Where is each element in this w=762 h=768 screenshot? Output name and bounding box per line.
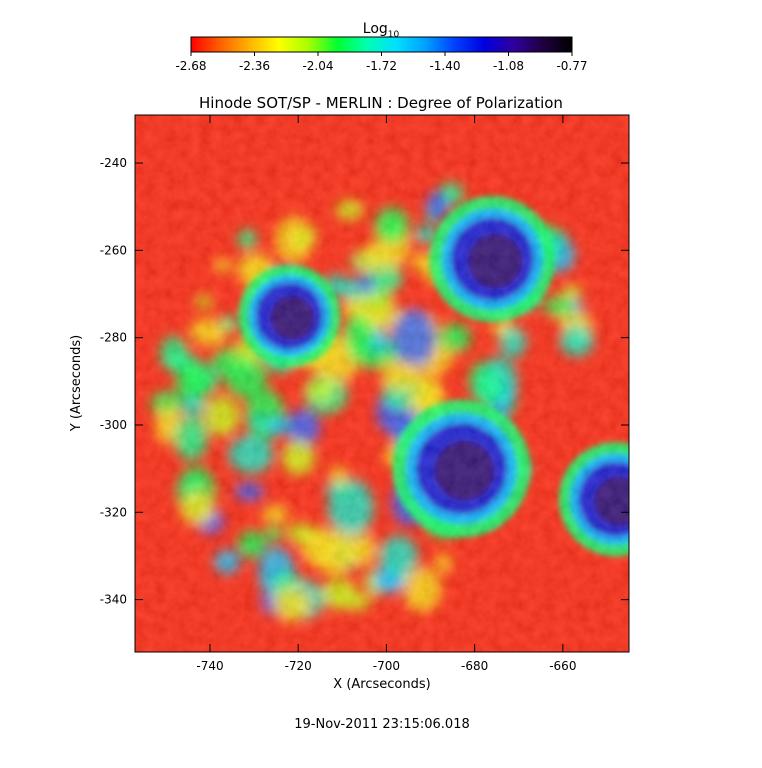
x-axis-label: X (Arcseconds): [333, 677, 430, 692]
colorbar-fill: [190, 36, 573, 53]
chart-title: Hinode SOT/SP - MERLIN : Degree of Polar…: [199, 94, 563, 112]
x-tick-label: -740: [196, 659, 223, 673]
x-tick-label: -660: [549, 659, 576, 673]
y-tick-label: -240: [100, 156, 127, 170]
x-tick-label: -700: [373, 659, 400, 673]
y-tick-label: -320: [100, 505, 127, 519]
y-axis: -240 -260 -280 -300 -320 -340: [100, 156, 629, 607]
timestamp: 19-Nov-2011 23:15:06.018: [294, 717, 470, 732]
colorbar-tick-label: -2.04: [302, 59, 333, 73]
colorbar-tick-label: -1.08: [493, 59, 524, 73]
heatmap-image: [135, 115, 629, 652]
colorbar-tick-label: -1.40: [429, 59, 460, 73]
colorbar-tick-label: -2.36: [239, 59, 270, 73]
x-axis: -740 -720 -700 -680 -660: [196, 115, 576, 673]
y-tick-label: -340: [100, 593, 127, 607]
plot-frame: [134, 114, 630, 653]
colorbar: Log10 -2.68 -2.36 -2.04 -1.72 -1.40 -1.08 -0.7…: [175, 21, 587, 73]
colorbar-title: Log10: [363, 21, 400, 40]
y-tick-label: -260: [100, 243, 127, 257]
colorbar-tick-label: -1.72: [366, 59, 397, 73]
colorbar-ticks: -2.68 -2.36 -2.04 -1.72 -1.40 -1.08 -0.77: [175, 52, 588, 73]
x-tick-label: -720: [285, 659, 312, 673]
y-axis-label: Y (Arcseconds): [69, 335, 84, 432]
colorbar-tick-label: -2.68: [175, 59, 206, 73]
x-tick-label: -680: [461, 659, 488, 673]
y-tick-label: -280: [100, 331, 127, 345]
y-tick-label: -300: [100, 418, 127, 432]
colorbar-tick-label: -0.77: [556, 59, 587, 73]
